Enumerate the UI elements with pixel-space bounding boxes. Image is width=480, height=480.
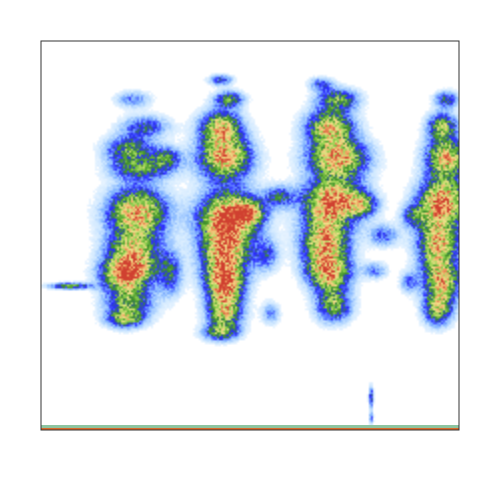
plot-frame — [40, 40, 460, 431]
baseline-band-upper — [41, 425, 459, 429]
baseline-band — [41, 425, 459, 430]
baseline-band-lower — [41, 428, 459, 430]
heatmap-raster — [41, 41, 459, 430]
